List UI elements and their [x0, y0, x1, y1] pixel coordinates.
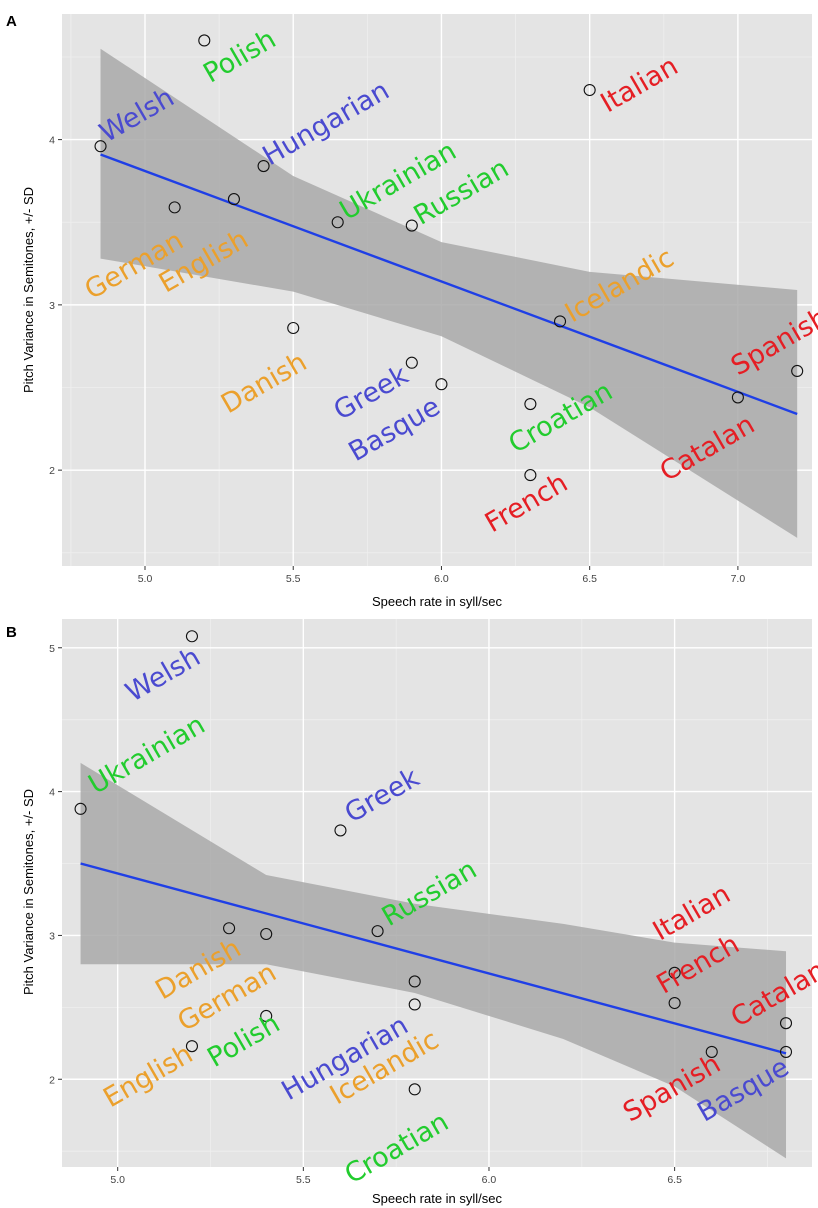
chart-panel-b: B Welsh Ukrainian Greek Russian Danish German… [0, 612, 818, 1208]
y-axis-ticks: 2 3 4 [49, 135, 62, 477]
data-point [260, 927, 273, 941]
data-point [185, 1040, 199, 1053]
data-point [583, 83, 596, 97]
chart-panel-a: A Welsh Polish Hungarian German English Ukrai… [6, 13, 818, 609]
fit-line [100, 153, 798, 416]
data-point [408, 975, 421, 988]
data-point [524, 469, 537, 482]
data-points [94, 34, 804, 482]
data-point [198, 34, 211, 47]
data-point [260, 1009, 273, 1023]
data-point [779, 1017, 793, 1030]
data-point [408, 998, 421, 1011]
x-axis-ticks: 5.0 5.5 6.0 6.5 [110, 1167, 682, 1186]
y-tick-label: 5 [49, 643, 55, 655]
x-axis-title: Speech rate in syll/sec [372, 1191, 503, 1206]
x-tick-label: 5.5 [286, 573, 301, 585]
y-tick-label: 4 [49, 787, 55, 799]
data-point [791, 364, 804, 378]
data-point [334, 824, 347, 837]
regression-line [80, 862, 787, 1055]
regression-line [100, 153, 798, 416]
data-point [257, 159, 270, 173]
y-axis-ticks: 2 3 4 5 [49, 643, 62, 1086]
x-tick-label: 5.5 [296, 1174, 311, 1186]
x-tick-label: 7.0 [731, 573, 746, 585]
data-point [668, 996, 681, 1010]
data-point [524, 397, 537, 411]
x-tick-label: 6.5 [582, 573, 597, 585]
x-tick-label: 6.5 [667, 1174, 682, 1186]
data-point [74, 802, 87, 815]
x-tick-label: 5.0 [138, 573, 153, 585]
data-point [227, 193, 240, 206]
data-point [371, 925, 384, 938]
data-point [779, 1045, 793, 1058]
x-axis-ticks: 5.0 5.5 6.0 6.5 7.0 [138, 566, 746, 585]
ribbon-band [80, 762, 787, 1159]
data-point [168, 201, 181, 214]
x-tick-label: 6.0 [434, 573, 449, 585]
x-axis-title: Speech rate in syll/sec [372, 594, 503, 609]
y-axis-title: Pitch Variance in Semitones, +/- SD [21, 187, 36, 393]
data-point [185, 630, 199, 643]
y-tick-label: 3 [49, 300, 55, 312]
data-point [408, 1083, 421, 1096]
x-tick-label: 6.0 [482, 1174, 497, 1186]
y-axis-title: Pitch Variance in Semitones, +/- SD [21, 789, 36, 995]
data-point [405, 356, 418, 369]
data-point [287, 321, 300, 335]
confidence-ribbon [80, 762, 787, 1159]
data-point [705, 1045, 718, 1058]
panel-letter: B [6, 624, 17, 641]
y-tick-label: 3 [49, 930, 55, 942]
data-point [435, 378, 448, 391]
y-tick-label: 4 [49, 135, 55, 147]
data-point [405, 219, 418, 232]
scatter-plot-a: A WelshPolishHungarianGermanEnglishUkrai… [6, 13, 818, 609]
x-tick-label: 5.0 [110, 1174, 125, 1186]
confidence-ribbon [100, 48, 798, 538]
y-tick-label: 2 [49, 465, 55, 477]
data-point [731, 391, 744, 404]
fit-line [80, 862, 787, 1055]
data-points [74, 630, 793, 1096]
data-point [668, 966, 681, 979]
ribbon-band [100, 48, 798, 538]
data-point [331, 216, 344, 229]
y-tick-label: 2 [49, 1074, 55, 1086]
data-point [553, 315, 567, 328]
panel-letter: A [6, 13, 17, 30]
data-point [223, 922, 236, 935]
data-point [94, 140, 107, 153]
